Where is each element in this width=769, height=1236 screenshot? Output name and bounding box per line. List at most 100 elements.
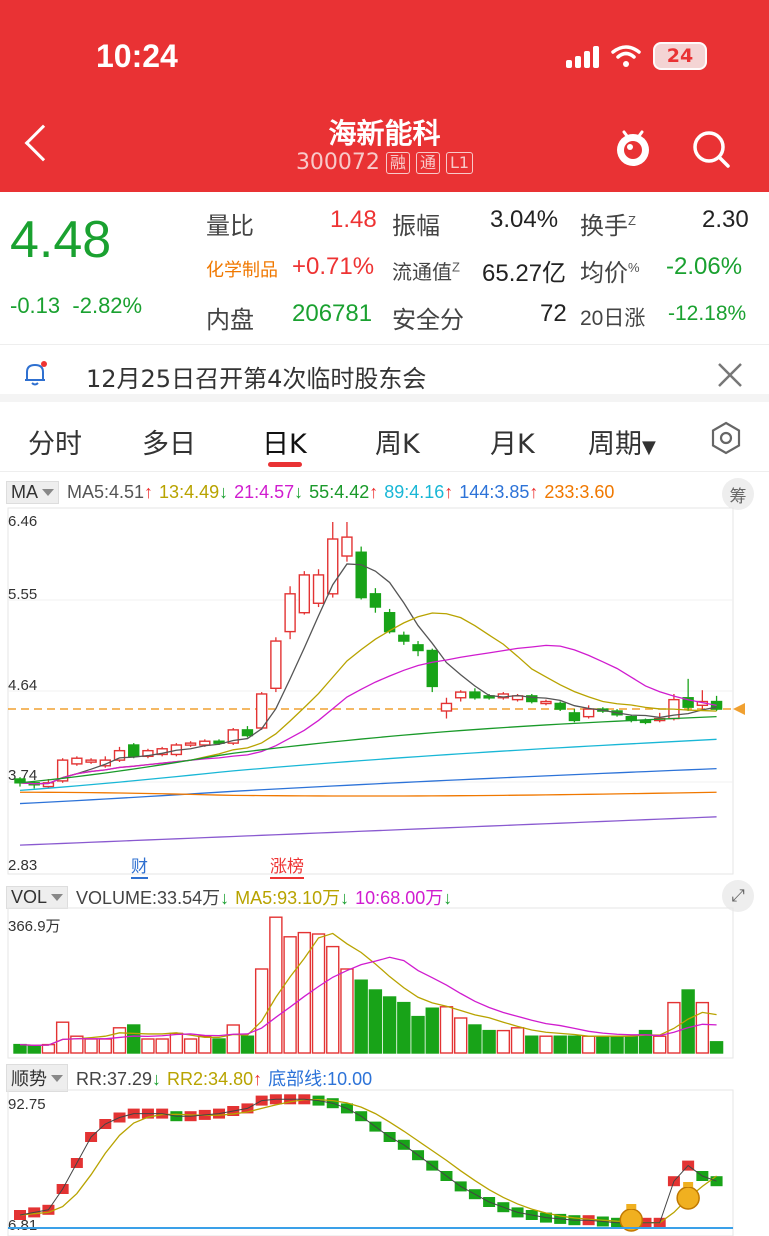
volume-bar [610,1035,624,1054]
price-axis-label: 6.46 [8,513,38,530]
candlestick [710,695,723,711]
moving-average-line [19,563,717,785]
limit-up-event-tag[interactable]: 涨榜 [270,852,304,879]
ma-legend: MA MA5:4.51↑ 13:4.49↓ 21:4.57↓ 55:4.42↑ 89:4… [6,481,620,504]
tab-daily-k[interactable]: 日K [262,429,307,460]
ma-selector[interactable]: MA [6,481,59,504]
trend-axis-max: 92.75 [8,1096,46,1113]
status-icons: 24 [566,42,707,70]
candlestick [156,746,168,757]
change-value: -0.13 [10,293,61,318]
level-tag: L1 [445,151,474,174]
ma-legend-item: 144:3.85↑ [459,482,539,502]
candlestick [85,758,97,764]
trend-arrow: ↓ [219,482,229,502]
battery-icon: 24 [653,42,707,70]
volume-bar [425,1007,439,1054]
settings-hexagon-icon[interactable] [708,420,744,456]
candlestick [355,546,367,600]
candlestick [241,726,254,738]
float-cap-label: 流通值Z [392,259,460,284]
kline-chart[interactable] [0,474,769,1236]
wifi-icon [611,45,641,67]
price-change: -0.13 -2.82% [10,293,142,319]
candlestick [128,743,140,759]
candlestick [540,699,552,706]
trend-legend-item: 底部线:10.00 [268,1069,373,1089]
change-percent: -2.82% [72,293,143,318]
candlestick [426,648,438,693]
volume-bar [681,989,695,1054]
candlestick [682,678,694,711]
volume-axis-max: 366.9万 [8,918,61,935]
tab-weekly-k[interactable]: 周K [375,429,420,460]
trend-selector[interactable]: 顺势 [6,1064,68,1092]
candlestick [184,741,197,747]
twenty-day-value: -12.18% [668,302,747,325]
volume-bar [254,968,269,1054]
volume-bar [553,1035,567,1054]
candlestick [568,709,581,723]
sector-label[interactable]: 化学制品 [206,260,278,280]
chip-distribution-button[interactable]: 筹 [722,478,754,510]
volume-bar [283,936,297,1054]
status-time: 10:24 [96,38,178,74]
volume-bar [453,1017,468,1054]
tab-monthly-k[interactable]: 月K [490,429,535,460]
trend-legend: 顺势 RR:37.29↓ RR2:34.80↑ 底部线:10.00 [6,1064,378,1092]
volume-bar [326,945,340,1054]
volume-bar [411,1015,425,1054]
candlestick [312,569,325,608]
trend-arrow: ↑ [369,482,379,502]
period-tabs: 分时 多日 日K 周K 月K 周期▼ [0,410,769,472]
price-axis-label: 5.55 [8,586,38,603]
candlestick [497,692,510,700]
moving-average-line [19,816,717,846]
candlestick [284,586,296,640]
volume-bar [539,1035,553,1054]
moving-average-line [19,738,717,792]
volume-bar [98,1038,112,1054]
candlestick [454,690,467,702]
robot-assistant-icon[interactable] [612,126,654,168]
trend-arrow: ↓ [294,482,304,502]
volume-bar [525,1035,539,1054]
ma-legend-item: MA5:4.51↑ [67,482,154,502]
finance-event-tag[interactable]: 财 [131,852,148,879]
trend-arrow: ↓ [152,1069,162,1089]
sector-change: +0.71% [292,253,375,280]
twenty-day-label: 20日涨 [580,307,646,330]
trend-arrow: ↓ [340,888,350,908]
avg-price-value: -2.06% [666,253,743,280]
search-icon[interactable] [690,128,732,170]
volume-bar [397,1001,411,1054]
candlestick [298,571,311,615]
candlestick [71,756,83,766]
connect-tag: 通 [415,151,440,174]
trend-arrow: ↑ [444,482,454,502]
volume-bar [340,968,354,1054]
volume-bar [169,1032,184,1054]
volume-ratio-value: 1.48 [330,206,377,233]
rr-line [19,1098,717,1224]
volume-pane-frame [7,907,734,1059]
candlestick [412,641,424,657]
tab-intraday[interactable]: 分时 [28,429,82,460]
volume-selector[interactable]: VOL [6,885,69,909]
avg-price-label: 均价% [580,260,640,287]
price-axis-label: 2.83 [8,857,38,874]
notice-bar[interactable]: 12月25日召开第4次临时股东会 [0,344,769,402]
tab-multi-day[interactable]: 多日 [142,429,196,460]
close-icon[interactable] [716,361,744,389]
expand-chart-icon[interactable]: ⤢ [722,880,754,912]
inner-volume-label: 内盘 [206,307,254,334]
volume-bar [70,1035,84,1054]
active-tab-indicator [268,462,302,467]
money-bag-icon [676,1182,700,1210]
candlestick [341,522,353,562]
candlestick [668,693,680,721]
volume-bar [141,1038,155,1054]
volume-bar [354,979,368,1054]
volume-bar [13,1043,27,1054]
tab-period[interactable]: 周期▼ [588,429,656,460]
